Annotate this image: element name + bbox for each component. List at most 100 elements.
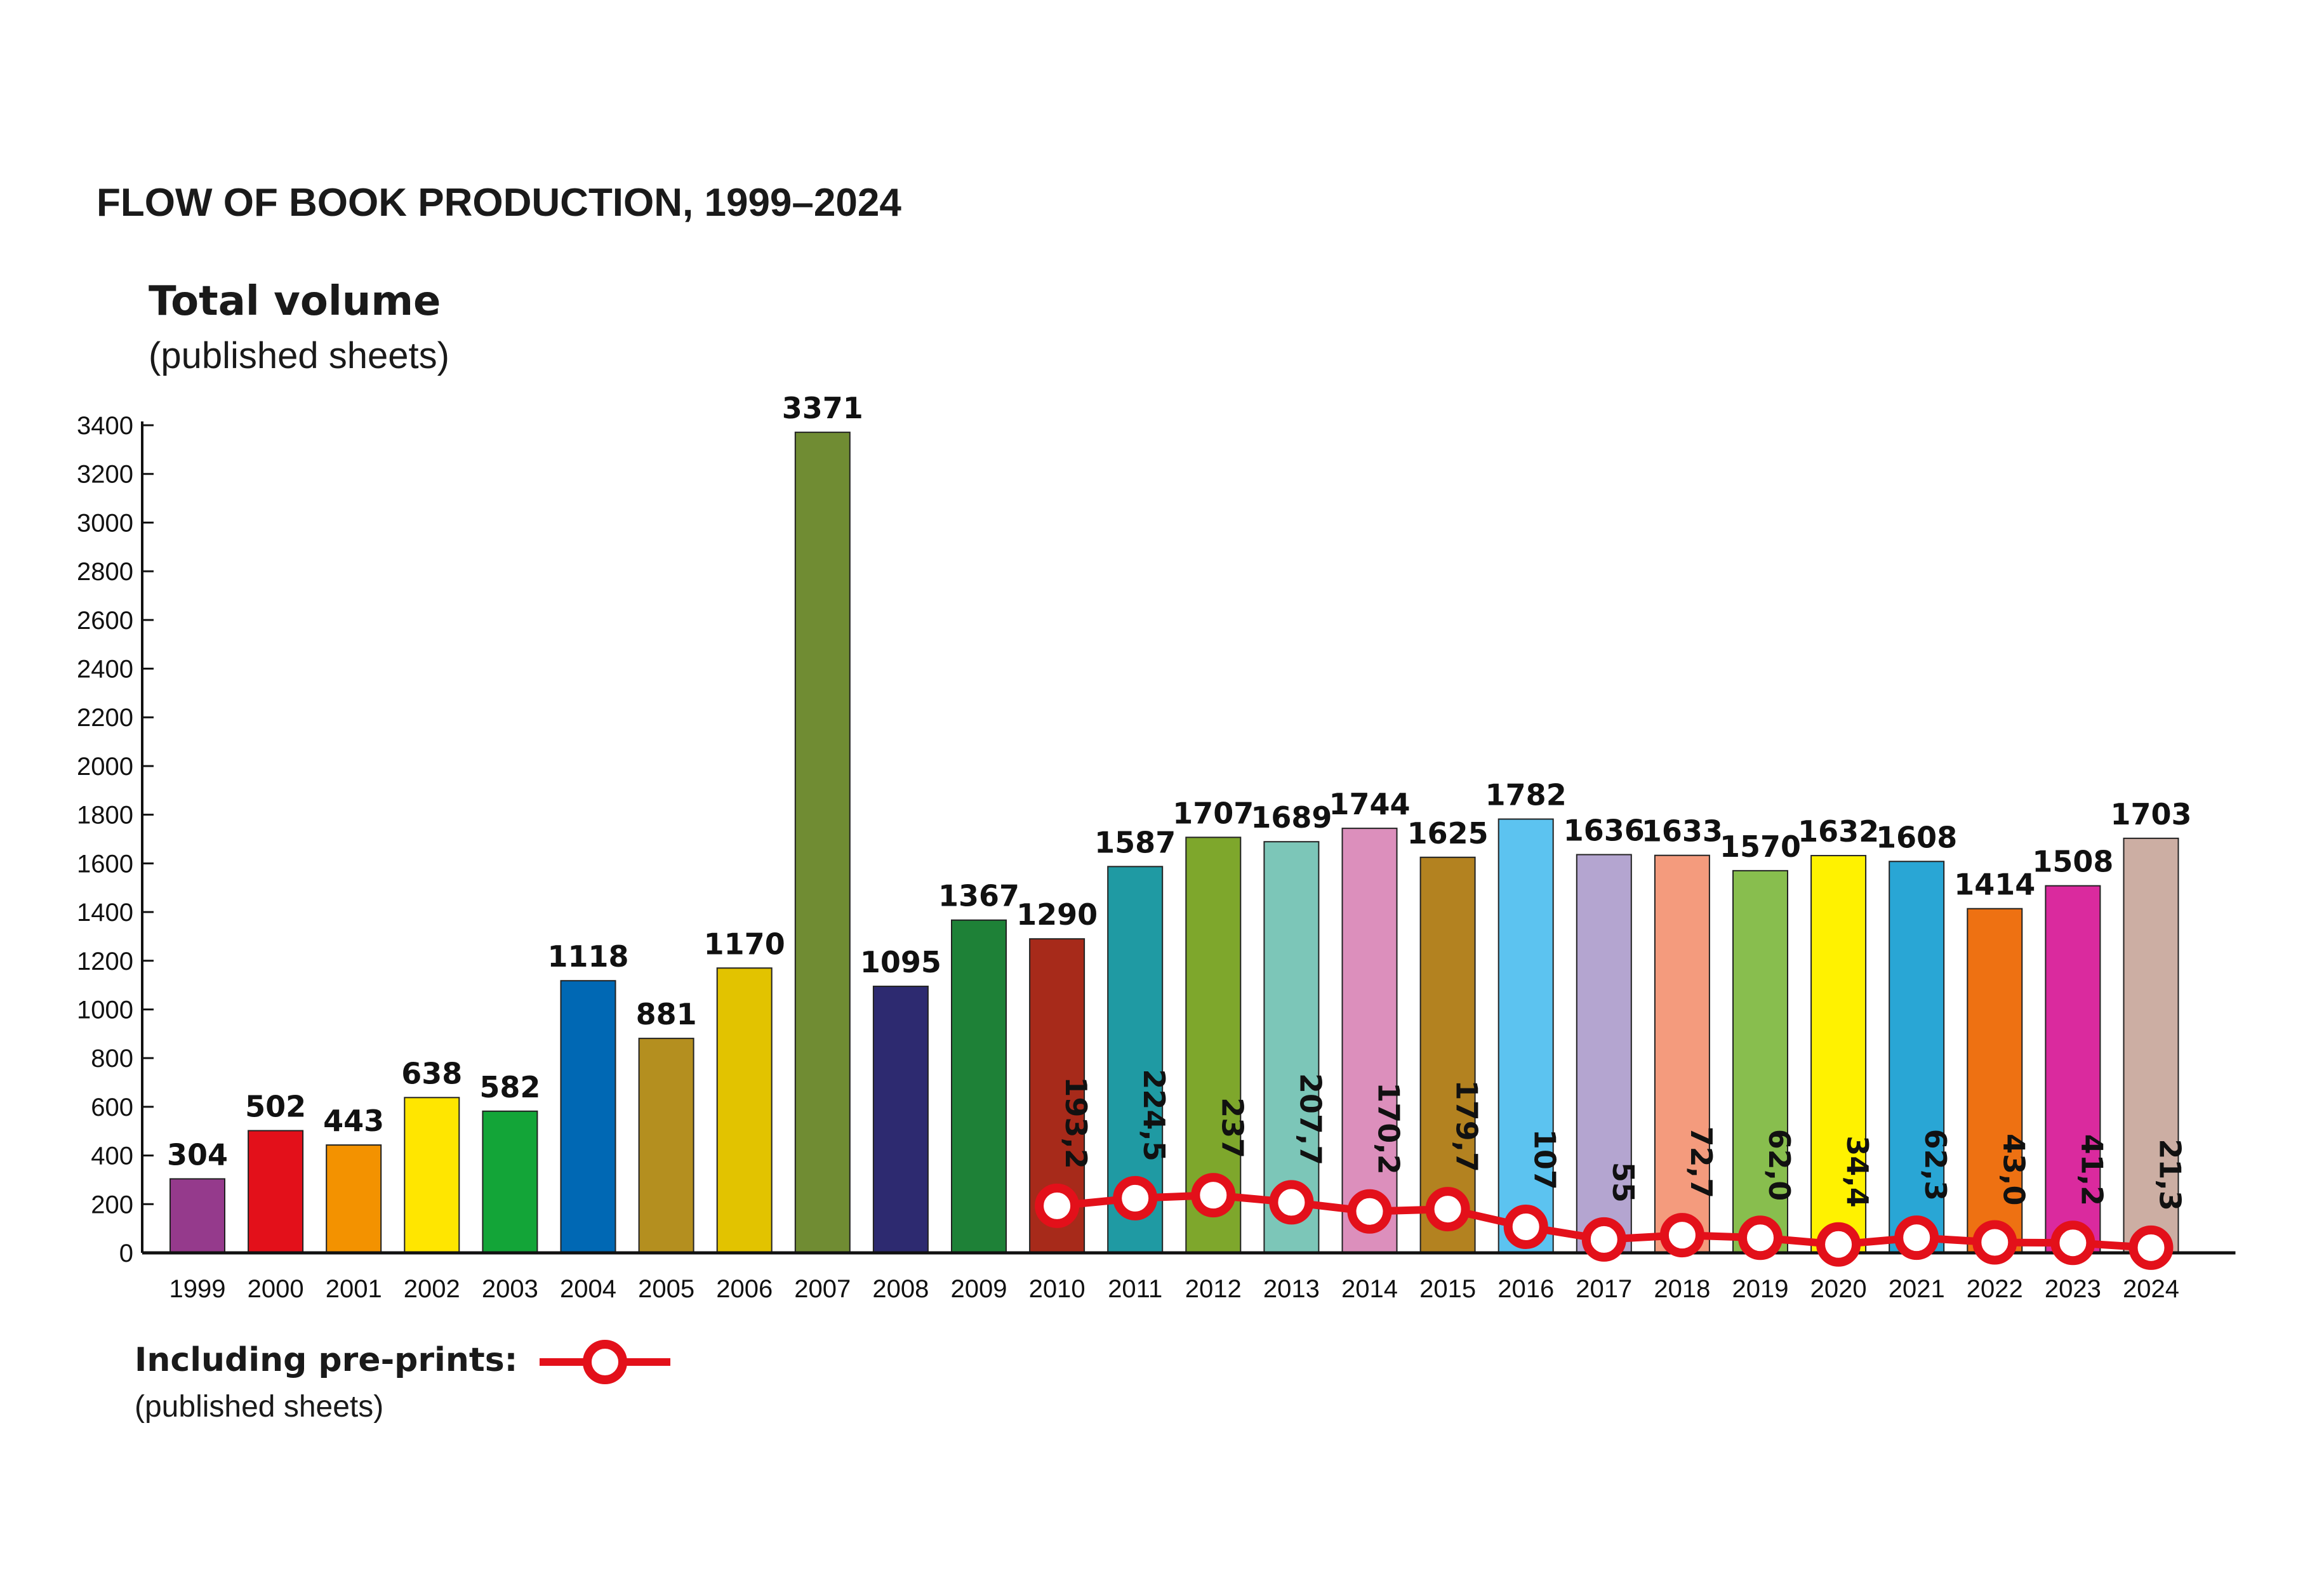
bar-2007	[794, 432, 851, 1254]
bar-2018	[1654, 854, 1710, 1253]
bar-2019	[1732, 870, 1788, 1253]
x-tick-label: 1999	[169, 1275, 226, 1303]
bar-2001	[326, 1144, 382, 1253]
y-tick-label: 1400	[77, 899, 133, 927]
bar-value-label: 502	[245, 1089, 306, 1123]
y-tick-label: 2600	[77, 607, 133, 635]
bar-2021	[1889, 861, 1945, 1253]
preprint-value-label: 34,4	[1840, 1135, 1875, 1208]
x-tick-label: 2016	[1497, 1275, 1554, 1303]
x-axis: 1999 2000 2001 2002 2003 2004 2005 2006 2007 2008…	[142, 1251, 2236, 1303]
bar-2008	[872, 986, 929, 1253]
x-tick-label: 2004	[560, 1275, 616, 1303]
y-tick-label: 3000	[77, 509, 133, 537]
preprint-point-2020	[1816, 1222, 1861, 1267]
bar-value-label: 1707	[1172, 796, 1254, 830]
bar-2017	[1576, 854, 1632, 1253]
bar-value-label: 1608	[1876, 820, 1957, 854]
x-tick-label: 2022	[1967, 1275, 2023, 1303]
bar-2003	[482, 1110, 538, 1253]
x-tick-label: 2023	[2045, 1275, 2101, 1303]
legend-marker-sample	[583, 1340, 627, 1384]
bar-2016	[1497, 818, 1554, 1253]
bar-2002	[404, 1097, 460, 1253]
bar-value-label: 1633	[1642, 814, 1723, 849]
x-tick-label: 2007	[794, 1275, 851, 1303]
x-tick-label: 2000	[248, 1275, 304, 1303]
x-tick-label: 2020	[1810, 1275, 1867, 1303]
preprint-value-label: 237	[1215, 1097, 1249, 1158]
bar-value-label: 3371	[782, 391, 863, 425]
bar-value-label: 1625	[1407, 816, 1489, 850]
y-tick-label: 0	[119, 1240, 133, 1267]
bar-value-label: 582	[479, 1070, 540, 1104]
preprint-series	[1035, 1173, 2174, 1270]
preprint-value-label: 62,0	[1762, 1129, 1796, 1201]
x-tick-label: 2019	[1732, 1275, 1789, 1303]
legend-subtitle: (published sheets)	[135, 1390, 383, 1424]
bar-value-label: 1414	[1954, 868, 2035, 902]
preprint-value-label: 207,7	[1293, 1073, 1327, 1166]
bar-2005	[638, 1038, 694, 1253]
preprint-point-2015	[1425, 1187, 1470, 1232]
x-tick-label: 2011	[1108, 1275, 1162, 1303]
x-tick-label: 2006	[716, 1275, 773, 1303]
x-tick-label: 2001	[326, 1275, 382, 1303]
preprint-value-label: 41,2	[2075, 1134, 2109, 1207]
y-tick-label: 1800	[77, 802, 133, 830]
y-tick-label: 800	[91, 1045, 133, 1073]
chart-title: FLOW OF BOOK PRODUCTION, 1999–2024	[96, 181, 901, 225]
x-tick-label: 2017	[1576, 1275, 1632, 1303]
y-tick-label: 1200	[77, 948, 133, 975]
preprint-value-label: 21,3	[2153, 1139, 2188, 1211]
bar-2020	[1810, 855, 1867, 1253]
x-tick-label: 2010	[1029, 1275, 1086, 1303]
legend: Including pre-prints: (published sheets)	[135, 1340, 670, 1424]
bar-1999	[169, 1178, 225, 1254]
bar-value-label: 304	[167, 1137, 228, 1172]
bar-value-label: 1508	[2032, 845, 2113, 879]
bar-2022	[1967, 908, 2023, 1254]
bar-value-label: 1782	[1485, 778, 1567, 812]
bar-value-label: 1290	[1016, 897, 1098, 932]
bar-value-label: 443	[323, 1104, 384, 1138]
bar-value-label: 1632	[1798, 814, 1879, 849]
y-tick-label: 600	[91, 1094, 133, 1121]
preprint-point-2014	[1347, 1189, 1392, 1234]
y-axis: 0 200 400 600 800 1000 1200 1400 1600 1800 2000 220…	[77, 412, 154, 1267]
y-tick-label: 2200	[77, 704, 133, 732]
bar-value-label: 1744	[1329, 787, 1410, 821]
preprint-point-2022	[1972, 1220, 2017, 1265]
x-tick-label: 2013	[1263, 1275, 1320, 1303]
y-axis-subtitle: (published sheets)	[149, 335, 449, 376]
bar-value-label: 1587	[1094, 825, 1176, 859]
x-tick-label: 2012	[1185, 1275, 1242, 1303]
bar-2009	[951, 919, 1007, 1254]
preprint-point-2024	[2128, 1225, 2174, 1270]
preprint-value-label: 107	[1528, 1129, 1562, 1190]
preprint-value-label: 55	[1606, 1162, 1640, 1203]
x-tick-label: 2021	[1889, 1275, 1945, 1303]
bar-value-label: 638	[401, 1056, 462, 1090]
bar-2006	[716, 967, 773, 1254]
bar-value-label: 1636	[1564, 814, 1645, 848]
preprint-point-2023	[2050, 1220, 2095, 1266]
x-tick-label: 2018	[1654, 1275, 1710, 1303]
preprint-value-label: 193,2	[1059, 1076, 1093, 1169]
preprint-value-label: 224,5	[1137, 1069, 1171, 1161]
preprint-value-labels: 193,2 224,5 237 207,7 170,2 179,7 107 55 72,7 62,…	[1059, 1069, 2187, 1210]
bar-2000	[248, 1130, 304, 1254]
bar-value-label: 1118	[547, 939, 628, 974]
preprint-value-label: 62,3	[1918, 1129, 1953, 1201]
bar-value-label: 1170	[704, 927, 785, 961]
bar-value-label: 1689	[1251, 800, 1332, 835]
bars	[169, 432, 2179, 1254]
bar-value-label: 1367	[938, 879, 1019, 913]
preprint-point-2013	[1269, 1180, 1314, 1225]
y-tick-label: 2400	[77, 656, 133, 684]
preprint-value-label: 179,7	[1450, 1080, 1484, 1173]
preprint-point-2018	[1659, 1213, 1704, 1258]
bar-value-label: 1703	[2110, 797, 2191, 831]
bar-value-label: 1570	[1720, 830, 1801, 864]
